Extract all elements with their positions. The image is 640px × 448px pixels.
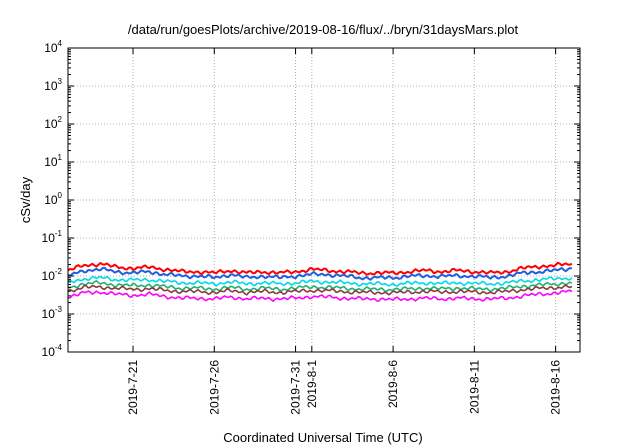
x-tick-labels: 2019-7-21 2019-7-26 2019-7-31 2019-8-1 2019-…	[126, 360, 563, 415]
y-axis-title: cSv/day	[18, 176, 33, 223]
y-tick-exponent: -2	[55, 267, 63, 276]
x-tick-label: 2019-8-16	[549, 360, 563, 415]
y-tick-exponent: -4	[55, 343, 63, 352]
y-tick-exponent: 1	[58, 153, 63, 162]
series-group	[67, 261, 573, 302]
series-line	[67, 275, 573, 288]
y-tick-exponent: 3	[58, 77, 63, 86]
y-tick-label: 10-3	[42, 305, 63, 321]
y-tick-label: 103	[44, 77, 62, 93]
series-line	[67, 289, 573, 302]
series-line	[67, 284, 573, 296]
y-tick-base: 10	[42, 269, 56, 283]
y-tick-label: 100	[44, 191, 62, 207]
series-line	[67, 266, 572, 281]
y-tick-base: 10	[44, 155, 58, 169]
y-tick-label: 10-1	[42, 229, 63, 245]
y-tick-label: 10-4	[42, 343, 63, 359]
y-tick-base: 10	[44, 41, 58, 55]
y-tick-label: 102	[44, 115, 62, 131]
series-line	[67, 261, 573, 276]
y-tick-base: 10	[44, 193, 58, 207]
y-tick-exponent: 2	[58, 115, 63, 124]
x-tick-label: 2019-7-21	[126, 360, 140, 415]
series-line	[67, 279, 573, 293]
chart-title: /data/run/goesPlots/archive/2019-08-16/f…	[128, 22, 519, 37]
y-tick-exponent: 0	[58, 191, 63, 200]
grid	[68, 48, 580, 352]
y-tick-base: 10	[44, 117, 58, 131]
y-tick-exponent: 4	[58, 39, 63, 48]
x-tick-label: 2019-8-1	[305, 360, 319, 408]
x-axis-title: Coordinated Universal Time (UTC)	[223, 430, 422, 445]
y-tick-base: 10	[42, 307, 56, 321]
y-tick-exponent: -1	[55, 229, 63, 238]
y-tick-label: 104	[44, 39, 62, 55]
x-tick-label: 2019-7-31	[289, 360, 303, 415]
y-tick-label: 101	[44, 153, 62, 169]
x-tick-label: 2019-8-6	[386, 360, 400, 408]
y-tick-label: 10-2	[42, 267, 63, 283]
y-tick-base: 10	[44, 79, 58, 93]
y-tick-exponent: -3	[55, 305, 63, 314]
y-tick-base: 10	[42, 231, 56, 245]
x-tick-label: 2019-8-11	[467, 360, 481, 414]
tick-marks	[68, 47, 580, 353]
y-tick-base: 10	[42, 345, 56, 359]
x-tick-label: 2019-7-26	[207, 360, 221, 415]
